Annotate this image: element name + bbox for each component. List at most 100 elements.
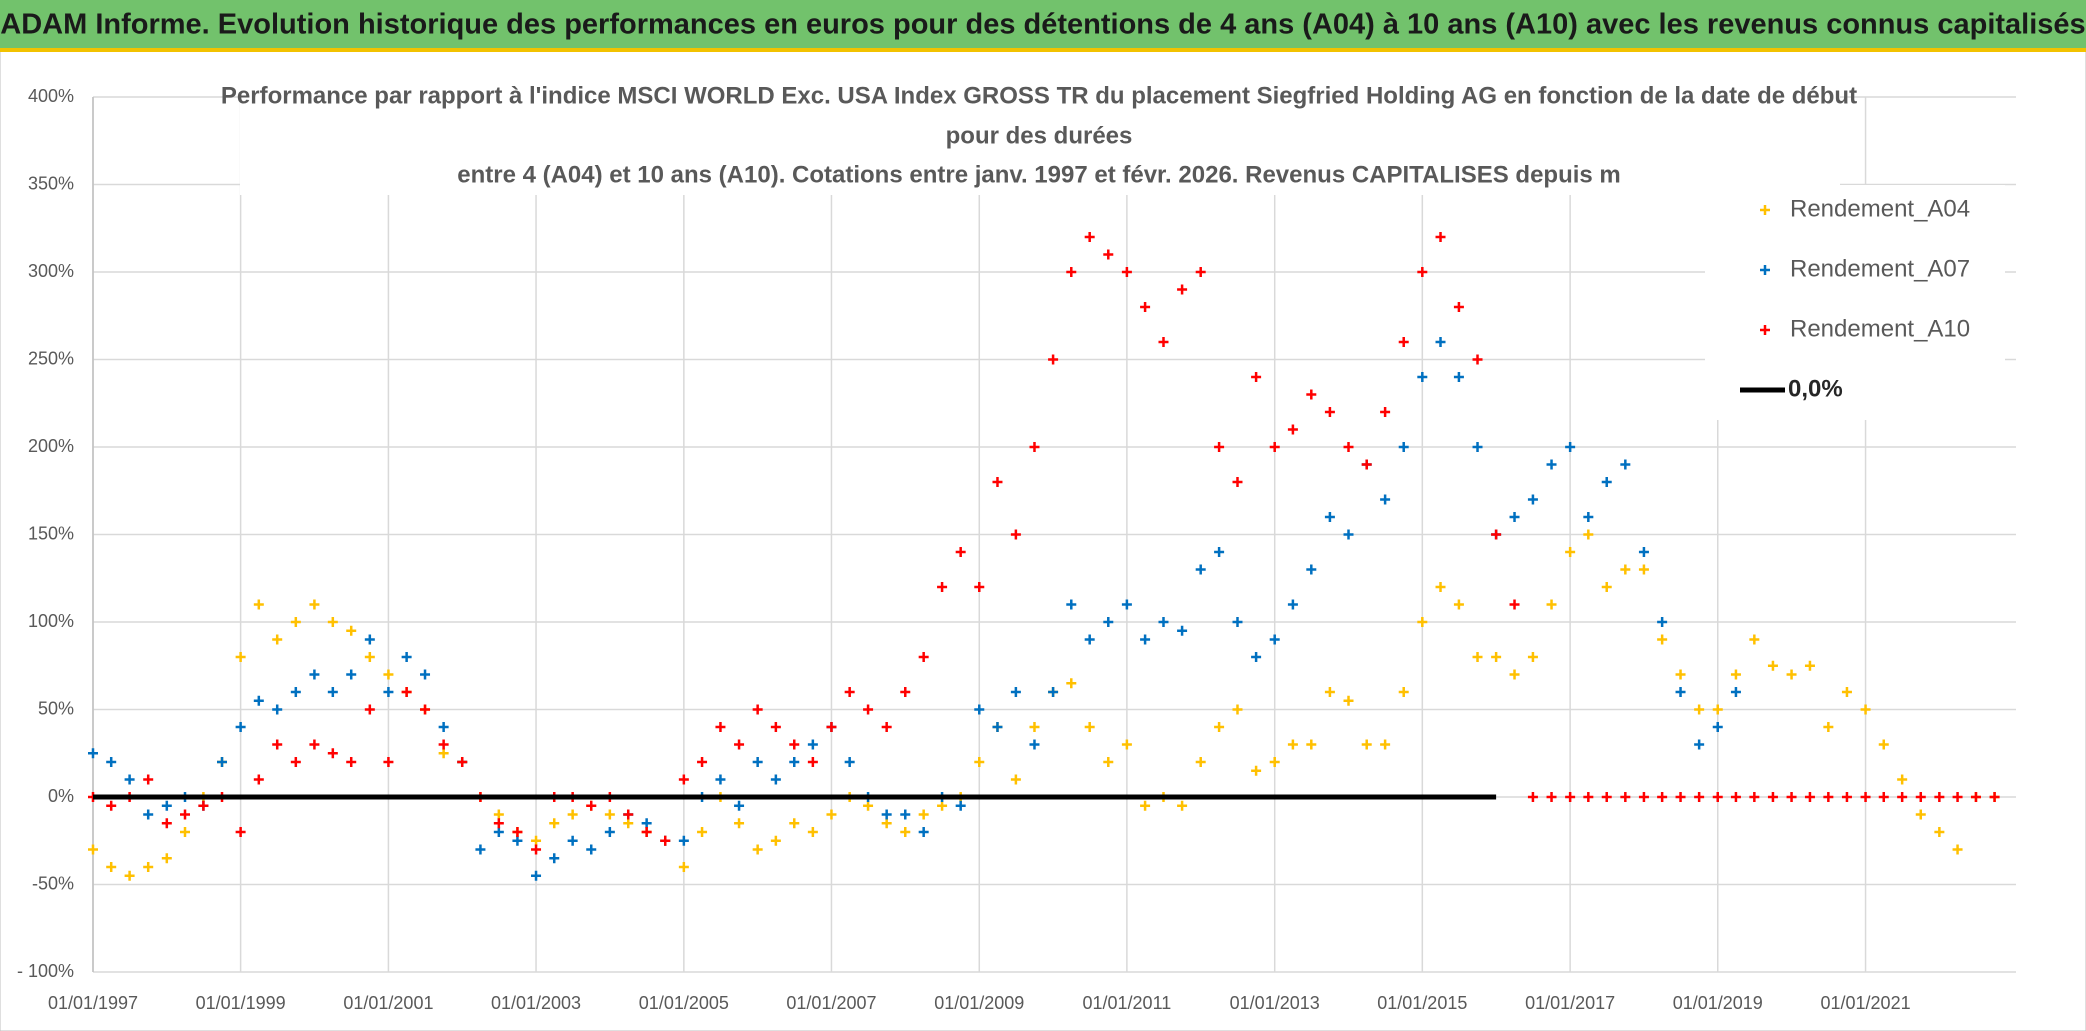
- data-point: [124, 774, 135, 785]
- data-point: [1417, 372, 1428, 382]
- data-point: [1638, 547, 1649, 557]
- data-point: [1934, 792, 1945, 802]
- data-point: [826, 809, 837, 820]
- data-point: [1029, 739, 1040, 750]
- data-point: [1509, 599, 1520, 610]
- data-point: [1952, 844, 1963, 855]
- x-tick-label: 01/01/2011: [1083, 993, 1172, 1013]
- data-point: [1380, 739, 1391, 750]
- data-point: [106, 862, 117, 872]
- data-point: [1306, 739, 1317, 750]
- data-point: [1103, 249, 1114, 260]
- x-tick-label: 01/01/1999: [196, 993, 286, 1013]
- legend-label: Rendement_A04: [1790, 195, 1970, 222]
- y-tick-label: 50%: [38, 698, 74, 718]
- data-point: [734, 739, 745, 750]
- y-tick-label: -50%: [32, 873, 74, 893]
- data-point: [1177, 625, 1188, 636]
- data-point: [1620, 459, 1631, 470]
- data-point: [1140, 634, 1151, 645]
- data-point: [1970, 792, 1981, 802]
- data-point: [1657, 792, 1668, 802]
- data-point: [1287, 739, 1298, 750]
- legend-label: Rendement_A07: [1790, 255, 1970, 282]
- data-point: [346, 757, 357, 767]
- data-point: [1509, 669, 1520, 680]
- y-tick-label: 0%: [48, 786, 74, 806]
- data-point: [1509, 512, 1520, 522]
- data-point: [1269, 634, 1280, 645]
- data-point: [1417, 267, 1428, 277]
- data-point: [1251, 652, 1262, 662]
- data-point: [1804, 660, 1815, 671]
- data-point: [623, 809, 634, 820]
- data-point: [604, 827, 615, 837]
- data-point: [1029, 722, 1040, 732]
- y-tick-label: 100%: [28, 611, 74, 631]
- x-tick-label: 01/01/2013: [1230, 993, 1320, 1013]
- data-point: [493, 818, 504, 829]
- data-point: [1324, 687, 1335, 697]
- data-point: [161, 853, 172, 864]
- data-point: [1232, 704, 1243, 715]
- x-tick-label: 01/01/2009: [934, 993, 1024, 1013]
- data-point: [1453, 372, 1464, 382]
- chart-title: entre 4 (A04) et 10 ans (A10). Cotations…: [457, 161, 1621, 188]
- x-tick-label: 01/01/2017: [1525, 993, 1615, 1013]
- data-point: [770, 835, 781, 846]
- data-point: [660, 835, 671, 846]
- data-point: [1657, 617, 1668, 627]
- data-point: [1361, 739, 1372, 750]
- data-point: [1158, 617, 1169, 627]
- data-point: [1140, 302, 1151, 312]
- data-point: [290, 617, 301, 627]
- data-point: [1066, 267, 1077, 277]
- data-point: [623, 818, 634, 829]
- data-point: [383, 669, 394, 680]
- data-point: [1712, 704, 1723, 715]
- data-point: [1214, 442, 1225, 452]
- data-point: [567, 835, 578, 846]
- legend-label: Rendement_A10: [1790, 315, 1970, 342]
- data-point: [1823, 722, 1834, 732]
- data-point: [1453, 599, 1464, 610]
- data-point: [974, 757, 985, 767]
- data-point: [715, 774, 726, 785]
- data-point: [1767, 792, 1778, 802]
- data-point: [1398, 442, 1409, 452]
- data-point: [1066, 599, 1077, 610]
- data-point: [1010, 774, 1021, 785]
- data-point: [955, 800, 966, 811]
- data-point: [475, 844, 486, 855]
- data-point: [1435, 232, 1446, 242]
- data-point: [438, 748, 449, 759]
- data-point: [1675, 687, 1686, 697]
- data-point: [752, 844, 763, 855]
- data-point: [881, 809, 892, 820]
- data-point: [1177, 284, 1188, 295]
- data-point: [1601, 582, 1612, 592]
- data-point: [1048, 354, 1059, 365]
- y-tick-label: - 100%: [17, 961, 74, 981]
- y-tick-label: 400%: [28, 86, 74, 106]
- data-point: [1269, 757, 1280, 767]
- data-point: [457, 757, 468, 767]
- data-point: [1343, 529, 1354, 540]
- header-band: [0, 0, 2086, 52]
- data-point: [1657, 634, 1668, 645]
- data-point: [789, 818, 800, 829]
- data-point: [1287, 599, 1298, 610]
- data-point: [106, 757, 117, 767]
- data-point: [438, 722, 449, 732]
- data-point: [752, 757, 763, 767]
- data-point: [992, 477, 1003, 487]
- data-point: [789, 757, 800, 767]
- data-point: [1010, 687, 1021, 697]
- data-point: [1472, 652, 1483, 662]
- data-point: [937, 582, 948, 592]
- data-point: [1638, 564, 1649, 575]
- data-point: [1084, 232, 1095, 242]
- data-point: [327, 617, 338, 627]
- data-point: [1620, 564, 1631, 575]
